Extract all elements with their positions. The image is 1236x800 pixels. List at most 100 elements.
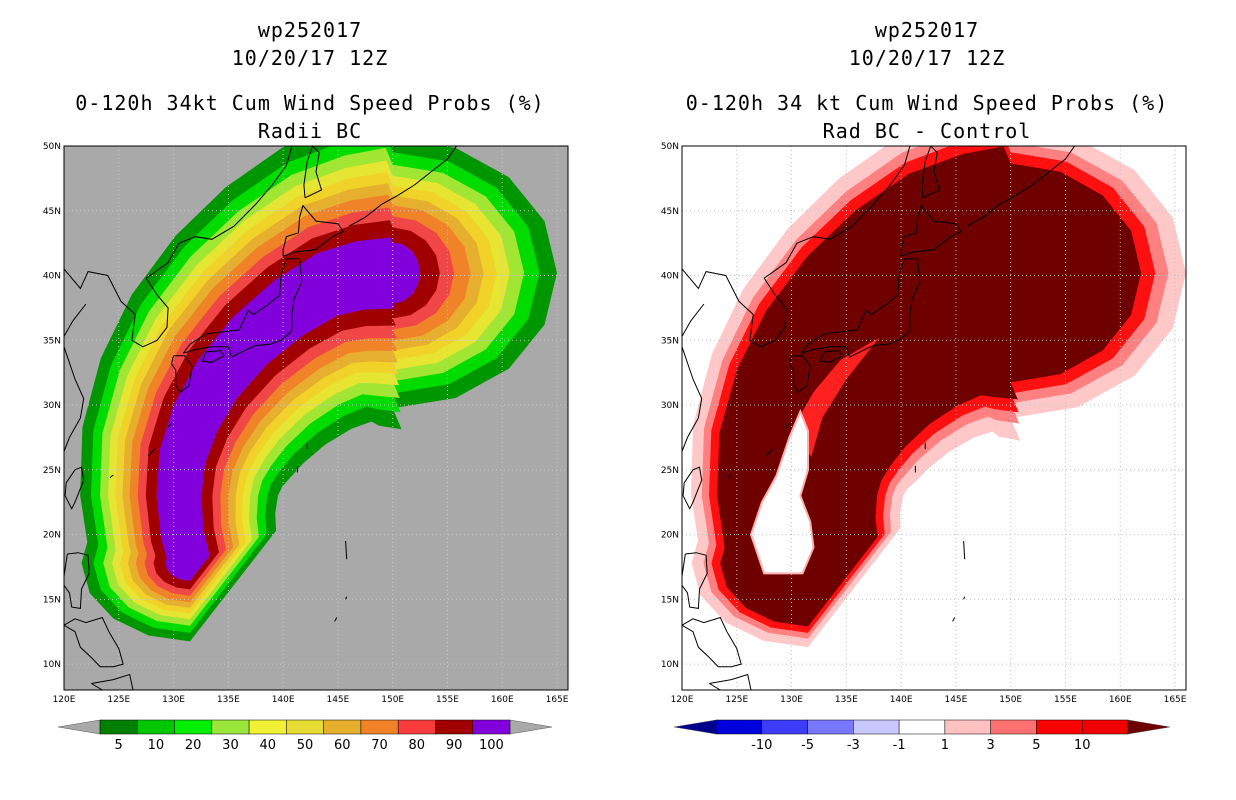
- left-title-storm: wp252017: [257, 18, 363, 42]
- colorbar-label: 1: [941, 738, 949, 753]
- x-tick-label: 130E: [162, 695, 185, 705]
- colorbar-box: [1036, 719, 1083, 735]
- x-tick-label: 130E: [780, 695, 803, 705]
- x-tick-label: 145E: [326, 695, 349, 705]
- right-coastlines: [682, 146, 1076, 690]
- colorbar-label: 60: [334, 738, 351, 753]
- coastline: [345, 596, 348, 600]
- colorbar-label: 5: [114, 738, 122, 753]
- coastline: [709, 673, 752, 690]
- inner-decrease-band: [791, 337, 880, 457]
- coastline: [966, 146, 1076, 227]
- colorbar-box: [211, 719, 250, 735]
- y-tick-label: 50N: [661, 142, 679, 152]
- left-map-frame: [63, 145, 569, 691]
- right-grid: [682, 146, 1186, 690]
- coastline: [952, 617, 956, 622]
- right-title-storm: wp252017: [874, 18, 980, 42]
- right-y-tick-labels: 10N 15N 20N 25N 30N 35N 40N 45N 50N: [661, 142, 679, 670]
- right-title-sub: Rad BC - Control: [822, 119, 1032, 143]
- x-tick-label: 140E: [890, 695, 913, 705]
- colorbar-label: 30: [222, 738, 239, 753]
- coastline: [148, 448, 156, 456]
- colorbar-label: 5: [1032, 738, 1040, 753]
- colorbar-box: [323, 719, 362, 735]
- y-tick-label: 35N: [661, 336, 679, 346]
- coastline: [963, 540, 966, 560]
- left-title-date: 10/20/17 12Z: [231, 46, 389, 70]
- x-tick-label: 155E: [1054, 695, 1077, 705]
- colorbar-label: 50: [297, 738, 314, 753]
- coastline: [303, 146, 323, 199]
- coastline: [766, 448, 774, 456]
- x-tick-label: 120E: [53, 695, 76, 705]
- right-map-frame: [681, 145, 1187, 691]
- right-title-main: 0-120h 34 kt Cum Wind Speed Probs (%): [685, 91, 1169, 115]
- colorbar-box: [807, 719, 854, 735]
- coastline: [348, 146, 458, 227]
- coastline: [682, 146, 911, 348]
- coastline: [201, 350, 225, 363]
- x-tick-label: 150E: [999, 695, 1022, 705]
- coastline: [334, 617, 338, 622]
- y-tick-label: 50N: [43, 142, 61, 152]
- x-tick-label: 165E: [1164, 695, 1187, 705]
- y-tick-label: 35N: [43, 336, 61, 346]
- colorbar-label: -5: [801, 738, 814, 753]
- left-title-main: 0-120h 34kt Cum Wind Speed Probs (%): [75, 91, 545, 115]
- colorbar-label: 40: [259, 738, 276, 753]
- coastline: [345, 540, 348, 560]
- x-tick-label: 125E: [107, 695, 130, 705]
- x-tick-label: 140E: [272, 695, 295, 705]
- y-tick-label: 30N: [661, 401, 679, 411]
- colorbar-label: -10: [751, 738, 772, 753]
- left-probability-contours: [80, 146, 557, 642]
- colorbar-box: [174, 719, 213, 735]
- coastline: [682, 552, 708, 609]
- x-tick-label: 155E: [436, 695, 459, 705]
- x-tick-label: 165E: [546, 695, 569, 705]
- colorbar-box: [944, 719, 991, 735]
- y-tick-label: 15N: [43, 595, 61, 605]
- colorbar-box: [397, 719, 436, 735]
- coastline: [819, 350, 843, 363]
- y-tick-label: 15N: [661, 595, 679, 605]
- colorbar-label: 70: [371, 738, 388, 753]
- x-tick-label: 160E: [1109, 695, 1132, 705]
- colorbar-box: [990, 719, 1037, 735]
- y-tick-label: 25N: [661, 466, 679, 476]
- coastline: [109, 474, 114, 478]
- coastline: [800, 258, 921, 358]
- coastline: [282, 204, 345, 257]
- colorbar-low-arrow: [57, 719, 101, 735]
- y-tick-label: 20N: [43, 531, 61, 541]
- right-map-panel: 120E 125E 130E 135E 140E 145E 150E 155E 160E 165E…: [661, 142, 1187, 705]
- right-title-date: 10/20/17 12Z: [848, 46, 1006, 70]
- y-tick-label: 20N: [661, 531, 679, 541]
- x-tick-label: 145E: [944, 695, 967, 705]
- coastline: [788, 355, 811, 393]
- colorbar-label: 100: [479, 738, 504, 753]
- colorbar-box: [360, 719, 399, 735]
- coastline: [64, 552, 90, 609]
- colorbar-box: [761, 719, 808, 735]
- right-colorbar: -10 -5 -3 -1 1 3 5 10: [673, 719, 1171, 753]
- coastline: [170, 355, 193, 393]
- coastline: [900, 204, 963, 257]
- colorbar-label: 80: [409, 738, 426, 753]
- y-tick-label: 25N: [43, 466, 61, 476]
- coastline: [682, 616, 742, 668]
- coastline: [785, 422, 790, 428]
- difference-level-10: [717, 146, 1142, 627]
- x-tick-label: 160E: [491, 695, 514, 705]
- y-tick-label: 10N: [43, 660, 61, 670]
- y-tick-label: 45N: [43, 207, 61, 217]
- x-tick-label: 125E: [725, 695, 748, 705]
- colorbar-label: -3: [847, 738, 860, 753]
- colorbar-box: [715, 719, 763, 735]
- coastline: [64, 466, 85, 510]
- colorbar-label: 10: [1074, 738, 1091, 753]
- colorbar-box: [472, 719, 511, 735]
- left-x-tick-labels: 120E 125E 130E 135E 140E 145E 150E 155E 160E 165E: [53, 695, 569, 705]
- y-tick-label: 40N: [43, 272, 61, 282]
